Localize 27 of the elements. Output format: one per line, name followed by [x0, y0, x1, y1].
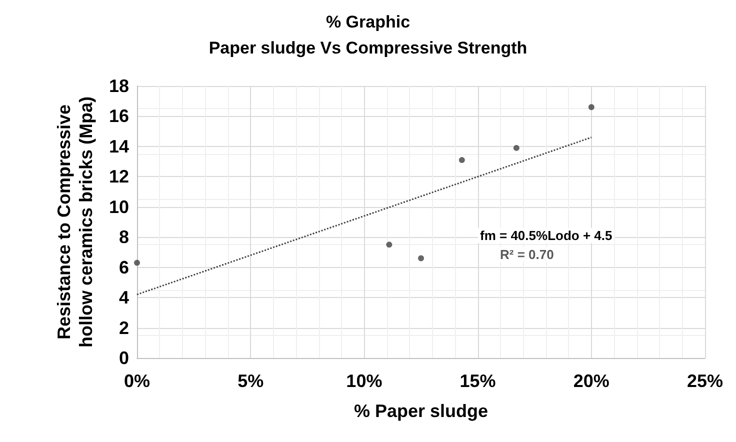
x-tick-label: 10% — [346, 371, 382, 391]
point — [386, 242, 392, 248]
annotation: R² = 0.70 — [500, 247, 554, 262]
x-tick-label: 15% — [460, 371, 496, 391]
point — [513, 144, 520, 151]
y-tick-label: 8 — [118, 227, 129, 248]
y-tick-label: 6 — [118, 257, 129, 278]
point — [134, 260, 140, 266]
point — [418, 255, 424, 262]
y-tick-label: 18 — [108, 76, 129, 96]
y-tick-label: 0 — [118, 348, 129, 368]
y-tick-label: 16 — [108, 106, 129, 126]
y-tick-label: 10 — [108, 196, 129, 217]
y-tick-label: 12 — [108, 166, 129, 187]
y-axis-title: Resistance to Compressive hollow ceramics bricks (Mpa) — [54, 96, 96, 348]
x-tick-label: 0% — [124, 371, 150, 391]
y-tick-label: 4 — [118, 288, 129, 308]
x-axis-title: % Paper sludge — [354, 401, 488, 421]
y-tick-label: 14 — [108, 136, 129, 156]
point — [588, 104, 594, 110]
chart-title: % Graphic Paper sludge Vs Compressive Strength — [208, 12, 528, 58]
y-tick-label: 2 — [118, 318, 129, 338]
x-tick-label: 5% — [238, 371, 264, 391]
annotation: fm = 40.5%Lodo + 4.5 — [480, 228, 612, 243]
point — [458, 157, 465, 164]
x-tick-label: 20% — [573, 371, 610, 391]
x-tick-label: 25% — [686, 371, 724, 391]
